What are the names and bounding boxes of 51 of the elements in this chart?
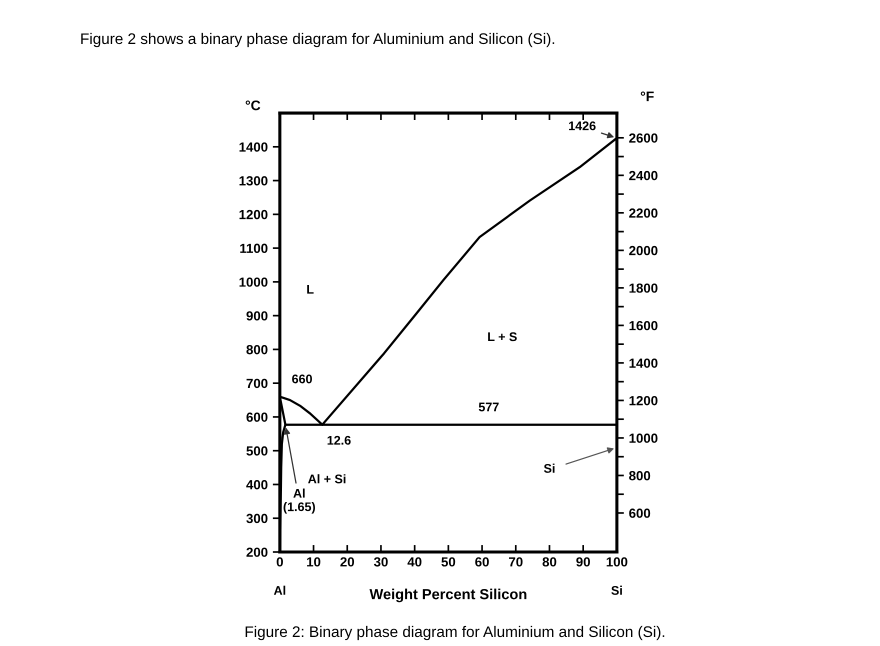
annotation: Al (1.65) bbox=[284, 488, 315, 514]
x-tick-label: 100 bbox=[606, 557, 628, 567]
annotation: Al + Si bbox=[308, 474, 346, 484]
annotation: L + S bbox=[488, 332, 517, 342]
y-axis-title: °C bbox=[246, 100, 260, 110]
chart-title: Figure 2 shows a binary phase diagram for Aluminium and Silicon (Si). bbox=[81, 32, 554, 48]
y2-tick-label: 1000 bbox=[630, 434, 658, 443]
text: Si bbox=[611, 586, 622, 595]
x-tick-label: 40 bbox=[408, 557, 422, 567]
annotation: L bbox=[307, 285, 314, 294]
x-tick-label: 70 bbox=[509, 557, 523, 567]
y-tick-label: 300 bbox=[246, 514, 268, 524]
y-tick-label: 400 bbox=[246, 480, 268, 490]
annotation: 660 bbox=[292, 374, 312, 384]
y-tick-label: 700 bbox=[246, 378, 268, 388]
x-tick-label: 60 bbox=[475, 557, 489, 567]
y-tick-label: 1000 bbox=[240, 277, 268, 287]
y2-axis-title: °F bbox=[640, 92, 654, 102]
x-tick-label: 0 bbox=[276, 557, 283, 567]
y-tick-label: 200 bbox=[246, 548, 268, 557]
y-tick-label: 1200 bbox=[240, 210, 268, 220]
y2-tick-label: 1600 bbox=[630, 320, 658, 330]
y-tick-label: 1100 bbox=[240, 244, 268, 254]
y-tick-label: 600 bbox=[246, 412, 268, 422]
y-tick-label: 1300 bbox=[240, 176, 268, 186]
y2-tick-label: 1400 bbox=[630, 358, 658, 368]
y-tick-label: 800 bbox=[246, 344, 268, 354]
y2-tick-label: 2400 bbox=[629, 170, 658, 180]
annotation: 12.6 bbox=[328, 436, 351, 445]
x-tick-label: 50 bbox=[441, 557, 456, 567]
x-tick-label: 80 bbox=[542, 557, 556, 567]
y-tick-label: 1400 bbox=[240, 142, 268, 152]
x-tick-label: 30 bbox=[374, 557, 388, 567]
x-axis-title: Weight Percent Silicon bbox=[370, 588, 526, 602]
y2-tick-label: 800 bbox=[629, 471, 650, 480]
y2-tick-label: 2600 bbox=[629, 133, 658, 143]
x-tick-label: 20 bbox=[340, 557, 354, 567]
annotation: 1426 bbox=[569, 121, 596, 130]
x-tick-label: 90 bbox=[576, 557, 590, 567]
x-tick-label: 10 bbox=[307, 557, 320, 567]
y-tick-label: 500 bbox=[246, 446, 268, 456]
text: Al bbox=[274, 586, 286, 595]
y2-tick-label: 2000 bbox=[629, 246, 658, 256]
caption: Figure 2: Binary phase diagram for Aluminium and Silicon (Si). bbox=[246, 626, 664, 640]
y2-tick-label: 2200 bbox=[629, 208, 658, 218]
y-tick-label: 900 bbox=[246, 311, 268, 321]
annotation: 577 bbox=[478, 402, 499, 412]
y2-tick-label: 1800 bbox=[630, 283, 658, 293]
annotation: Si bbox=[544, 464, 554, 473]
y2-tick-label: 600 bbox=[629, 508, 650, 518]
y2-tick-label: 1200 bbox=[630, 396, 658, 406]
